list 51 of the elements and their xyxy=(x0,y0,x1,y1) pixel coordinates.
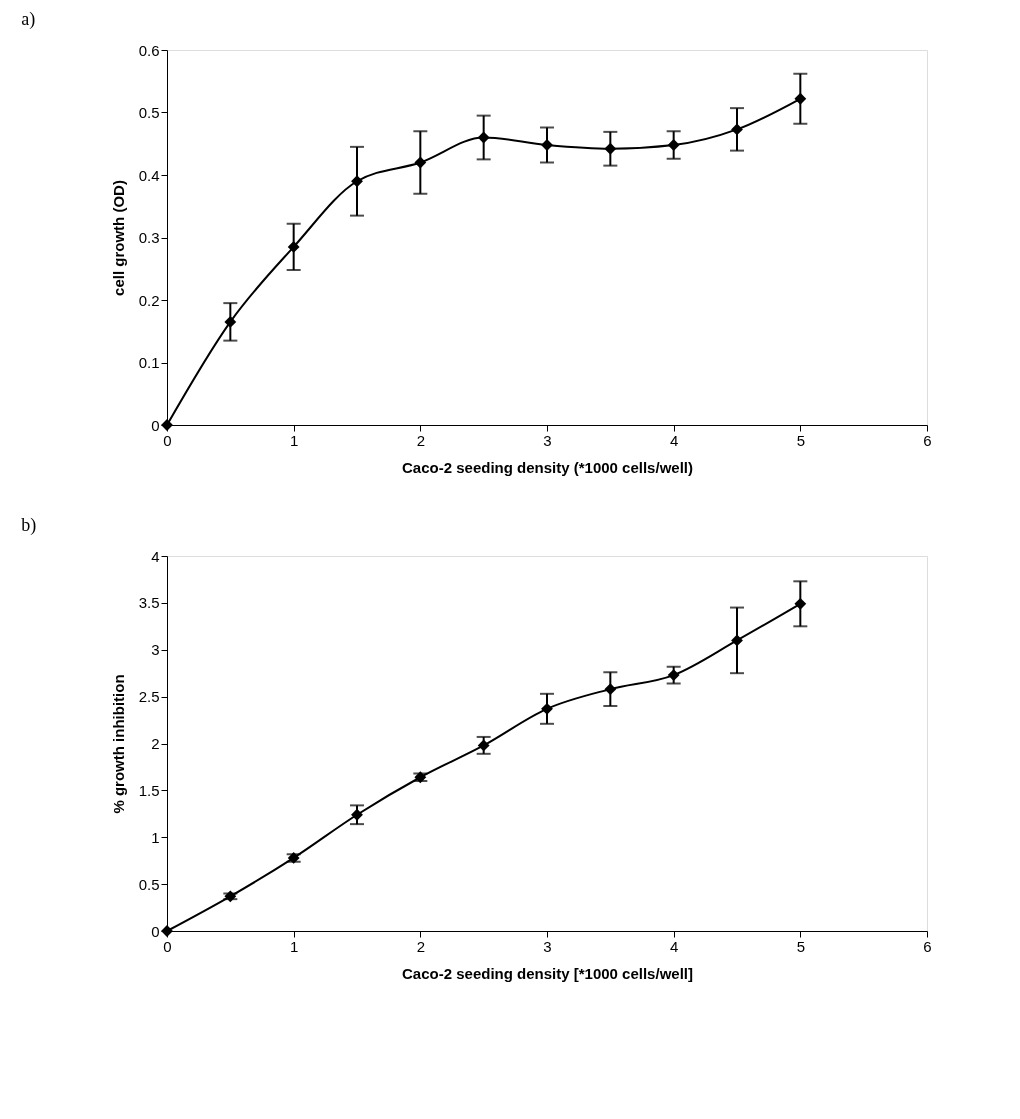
point xyxy=(414,156,427,169)
point xyxy=(794,92,807,105)
x-tick-label: 0 xyxy=(163,431,172,449)
y-axis-title: cell growth (OD) xyxy=(109,180,127,296)
y-tick-label: 0.1 xyxy=(138,354,160,371)
y-tick-label: 1 xyxy=(151,828,160,846)
y-tick-label: 3 xyxy=(151,641,160,659)
y-tick-label: 0.5 xyxy=(138,104,160,121)
y-axis-title: % growth inhibition xyxy=(109,674,127,814)
x-tick-label: 4 xyxy=(669,431,679,449)
x-tick-label: 2 xyxy=(416,937,426,955)
x-tick-label: 1 xyxy=(289,937,299,955)
y-tick-label: 4 xyxy=(151,547,160,565)
point xyxy=(351,808,363,821)
y-tick-label: 0.3 xyxy=(138,229,160,246)
y-tick-label: 2 xyxy=(151,735,160,752)
x-tick-label: 2 xyxy=(416,431,426,449)
x-tick-label: 6 xyxy=(923,431,932,449)
point xyxy=(287,240,300,253)
point xyxy=(731,634,743,647)
point xyxy=(731,123,743,136)
x-axis-title: Caco-2 seeding density [*1000 cells/well] xyxy=(402,964,693,982)
chart-title: a) xyxy=(21,9,36,30)
x-tick-label: 1 xyxy=(289,431,299,449)
y-tick-label: 0 xyxy=(151,416,160,434)
point xyxy=(667,669,680,681)
point xyxy=(667,139,680,151)
x-tick-label: 6 xyxy=(923,937,932,955)
x-tick-label: 5 xyxy=(796,431,806,449)
y-tick-label: 0 xyxy=(151,922,160,940)
y-tick-label: 0.2 xyxy=(138,291,160,309)
x-tick-label: 5 xyxy=(796,937,806,955)
point xyxy=(604,142,617,155)
point xyxy=(604,683,617,696)
point xyxy=(794,597,807,610)
y-tick-label: 0.6 xyxy=(138,41,160,59)
x-tick-label: 0 xyxy=(163,937,172,955)
point xyxy=(477,131,490,144)
x-tick-label: 3 xyxy=(543,431,552,449)
point xyxy=(351,175,363,188)
x-axis-title: Caco-2 seeding density (*1000 cells/well) xyxy=(402,458,693,476)
y-tick-label: 2.5 xyxy=(138,688,160,706)
y-tick-label: 1.5 xyxy=(138,781,160,799)
x-tick-label: 4 xyxy=(669,937,679,955)
y-tick-label: 0.5 xyxy=(138,875,160,893)
point xyxy=(224,315,237,328)
point xyxy=(477,739,490,752)
chart-title: b) xyxy=(21,515,37,536)
y-tick-label: 0.4 xyxy=(138,166,160,184)
y-tick-label: 3.5 xyxy=(138,594,160,612)
x-tick-label: 3 xyxy=(543,937,552,955)
